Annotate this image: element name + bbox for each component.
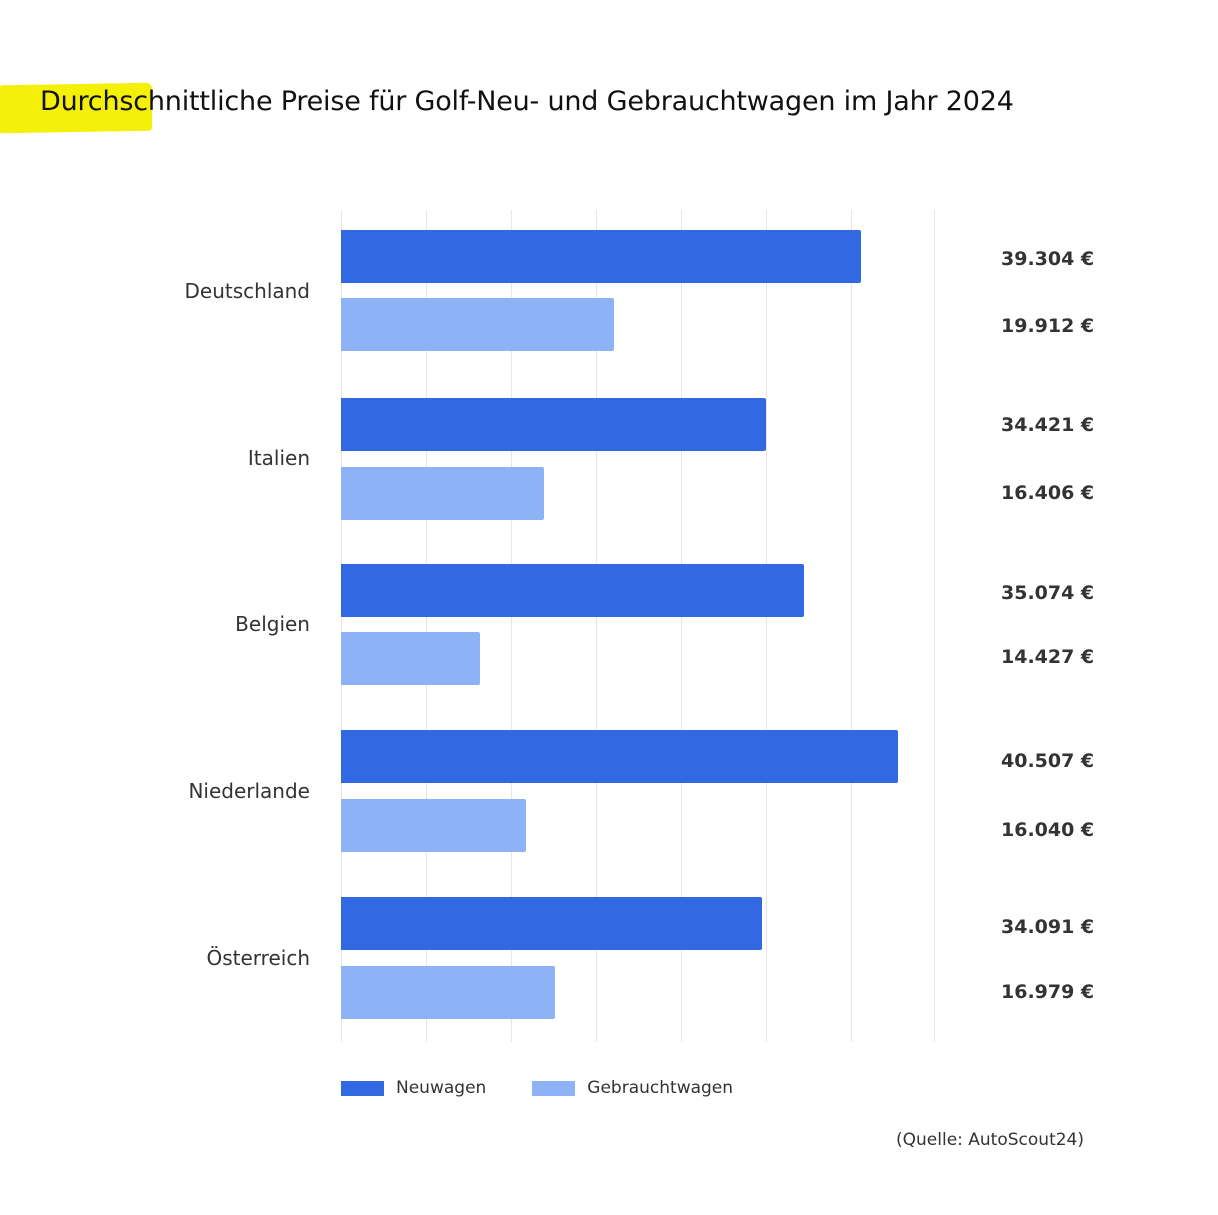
category-label: Österreich xyxy=(206,946,311,970)
gridline xyxy=(681,210,682,1042)
legend-item-neuwagen: Neuwagen xyxy=(341,1078,486,1098)
legend-label: Gebrauchtwagen xyxy=(587,1078,734,1098)
bar-neuwagen xyxy=(341,564,804,617)
gridline xyxy=(426,210,427,1042)
gridline xyxy=(934,210,935,1042)
bar-neuwagen xyxy=(341,230,861,283)
value-label-gebrauchtwagen: 16.406 € xyxy=(1001,482,1095,504)
legend-swatch-gebrauchtwagen xyxy=(532,1080,576,1096)
value-label-neuwagen: 39.304 € xyxy=(1001,248,1095,270)
category-label: Belgien xyxy=(235,612,310,636)
bar-gebrauchtwagen xyxy=(341,298,614,351)
gridline xyxy=(341,210,342,1042)
bar-gebrauchtwagen xyxy=(341,966,555,1019)
source-note: (Quelle: AutoScout24) xyxy=(896,1130,1084,1150)
legend-swatch-neuwagen xyxy=(341,1080,384,1096)
category-label: Italien xyxy=(247,446,310,470)
value-label-gebrauchtwagen: 14.427 € xyxy=(1001,646,1095,668)
category-label: Deutschland xyxy=(184,279,311,303)
gridline xyxy=(596,210,597,1042)
bar-neuwagen xyxy=(341,897,762,950)
bar-gebrauchtwagen xyxy=(341,632,480,685)
value-label-gebrauchtwagen: 16.040 € xyxy=(1001,819,1095,841)
legend-item-gebrauchtwagen: Gebrauchtwagen xyxy=(532,1078,733,1098)
legend-label: Neuwagen xyxy=(396,1078,487,1098)
value-label-neuwagen: 35.074 € xyxy=(1001,582,1095,604)
value-label-gebrauchtwagen: 16.979 € xyxy=(1001,981,1095,1003)
chart-title: Durchschnittliche Preise für Golf-Neu- u… xyxy=(40,86,1014,117)
category-label: Niederlande xyxy=(188,779,310,803)
legend: Neuwagen Gebrauchtwagen xyxy=(341,1078,779,1098)
value-label-neuwagen: 40.507 € xyxy=(1001,750,1095,772)
value-label-neuwagen: 34.091 € xyxy=(1001,916,1095,938)
gridline xyxy=(511,210,512,1042)
bar-gebrauchtwagen xyxy=(341,799,526,852)
gridline xyxy=(851,210,852,1042)
value-label-neuwagen: 34.421 € xyxy=(1001,414,1095,436)
value-label-gebrauchtwagen: 19.912 € xyxy=(1001,315,1095,337)
gridline xyxy=(766,210,767,1042)
bar-neuwagen xyxy=(341,730,898,783)
bar-gebrauchtwagen xyxy=(341,467,544,520)
bar-neuwagen xyxy=(341,398,766,451)
